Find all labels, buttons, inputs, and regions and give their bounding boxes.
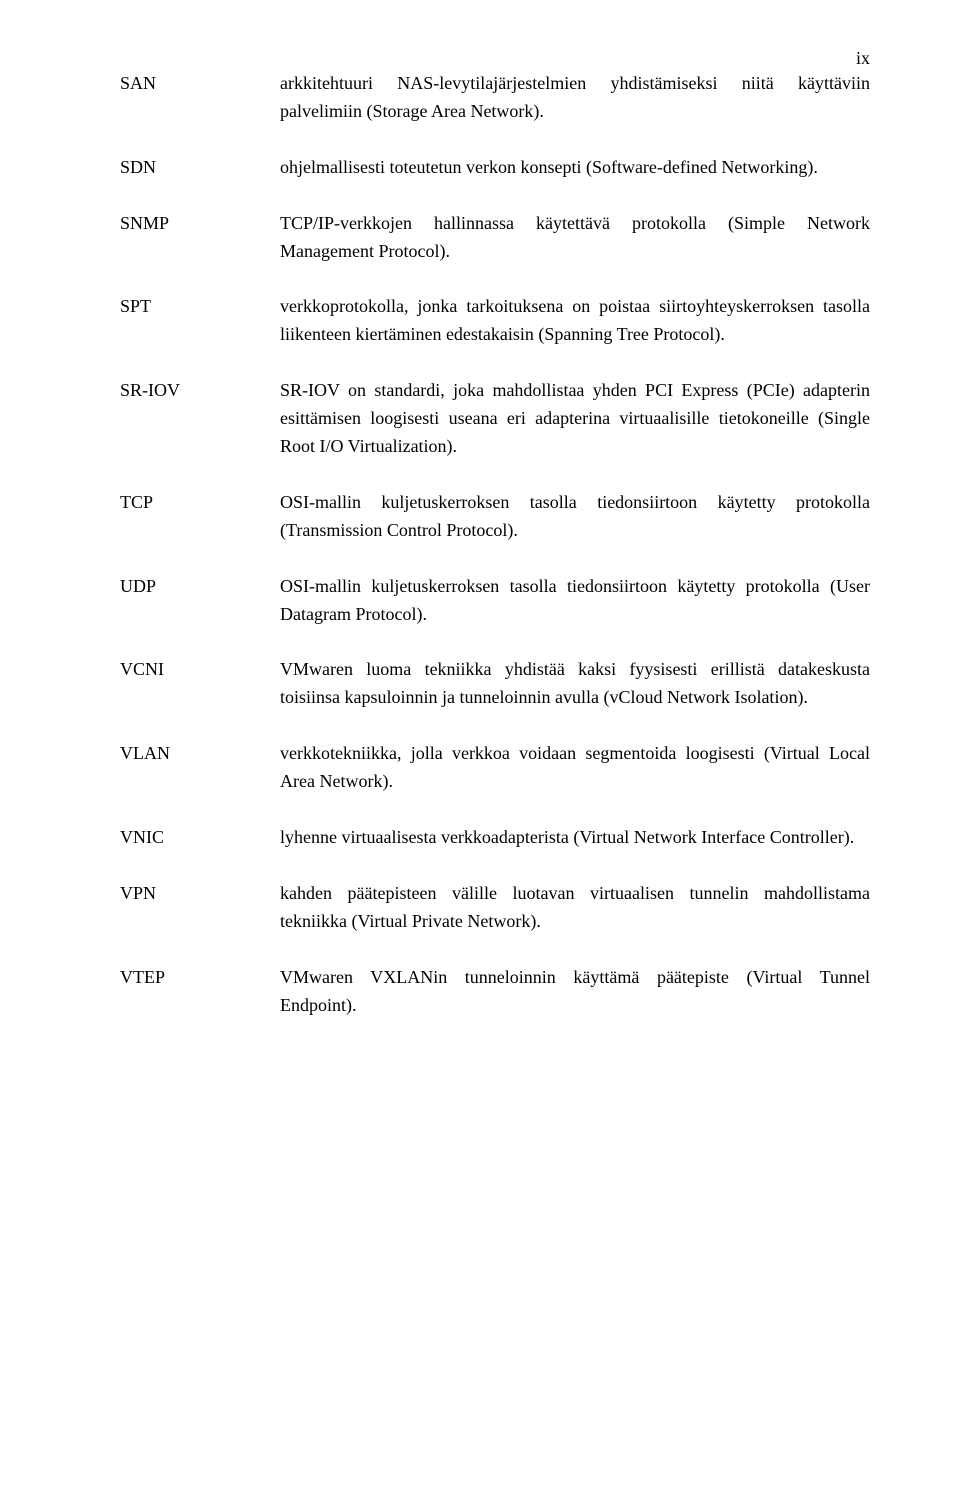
glossary-term: SPT: [120, 293, 280, 321]
glossary-term: SNMP: [120, 210, 280, 238]
glossary-definition: arkkitehtuuri NAS-levytilajärjestelmien …: [280, 70, 870, 126]
glossary-term: VPN: [120, 880, 280, 908]
glossary-term: VNIC: [120, 824, 280, 852]
glossary-term: VLAN: [120, 740, 280, 768]
glossary-entry: VTEPVMwaren VXLANin tunneloinnin käyttäm…: [120, 964, 870, 1020]
glossary-entry: SR-IOVSR-IOV on standardi, joka mahdolli…: [120, 377, 870, 461]
page: ix SANarkkitehtuuri NAS-levytilajärjeste…: [0, 0, 960, 1492]
glossary-entry: SANarkkitehtuuri NAS-levytilajärjestelmi…: [120, 70, 870, 126]
glossary-entry: VLANverkkotekniikka, jolla verkkoa voida…: [120, 740, 870, 796]
glossary-entry: VPNkahden päätepisteen välille luotavan …: [120, 880, 870, 936]
glossary-term: VCNI: [120, 656, 280, 684]
glossary-entry: UDPOSI-mallin kuljetuskerroksen tasolla …: [120, 573, 870, 629]
glossary-term: VTEP: [120, 964, 280, 992]
glossary-entry: SPTverkkoprotokolla, jonka tarkoituksena…: [120, 293, 870, 349]
glossary-definition: verkkoprotokolla, jonka tarkoituksena on…: [280, 293, 870, 349]
glossary-term: SDN: [120, 154, 280, 182]
glossary-entry: VNIClyhenne virtuaalisesta verkkoadapter…: [120, 824, 870, 852]
glossary-term: SR-IOV: [120, 377, 280, 405]
glossary-entry: SNMPTCP/IP-verkkojen hallinnassa käytett…: [120, 210, 870, 266]
glossary-list: SANarkkitehtuuri NAS-levytilajärjestelmi…: [120, 70, 870, 1019]
glossary-term: TCP: [120, 489, 280, 517]
glossary-definition: SR-IOV on standardi, joka mahdollistaa y…: [280, 377, 870, 461]
glossary-definition: OSI-mallin kuljetuskerroksen tasolla tie…: [280, 489, 870, 545]
page-number: ix: [856, 48, 870, 69]
glossary-entry: VCNIVMwaren luoma tekniikka yhdistää kak…: [120, 656, 870, 712]
glossary-definition: lyhenne virtuaalisesta verkkoadapterista…: [280, 824, 870, 852]
glossary-definition: verkkotekniikka, jolla verkkoa voidaan s…: [280, 740, 870, 796]
glossary-entry: SDNohjelmallisesti toteutetun verkon kon…: [120, 154, 870, 182]
glossary-term: UDP: [120, 573, 280, 601]
glossary-entry: TCPOSI-mallin kuljetuskerroksen tasolla …: [120, 489, 870, 545]
glossary-definition: TCP/IP-verkkojen hallinnassa käytettävä …: [280, 210, 870, 266]
glossary-definition: ohjelmallisesti toteutetun verkon konsep…: [280, 154, 870, 182]
glossary-definition: kahden päätepisteen välille luotavan vir…: [280, 880, 870, 936]
glossary-definition: VMwaren luoma tekniikka yhdistää kaksi f…: [280, 656, 870, 712]
glossary-definition: OSI-mallin kuljetuskerroksen tasolla tie…: [280, 573, 870, 629]
glossary-term: SAN: [120, 70, 280, 98]
glossary-definition: VMwaren VXLANin tunneloinnin käyttämä pä…: [280, 964, 870, 1020]
